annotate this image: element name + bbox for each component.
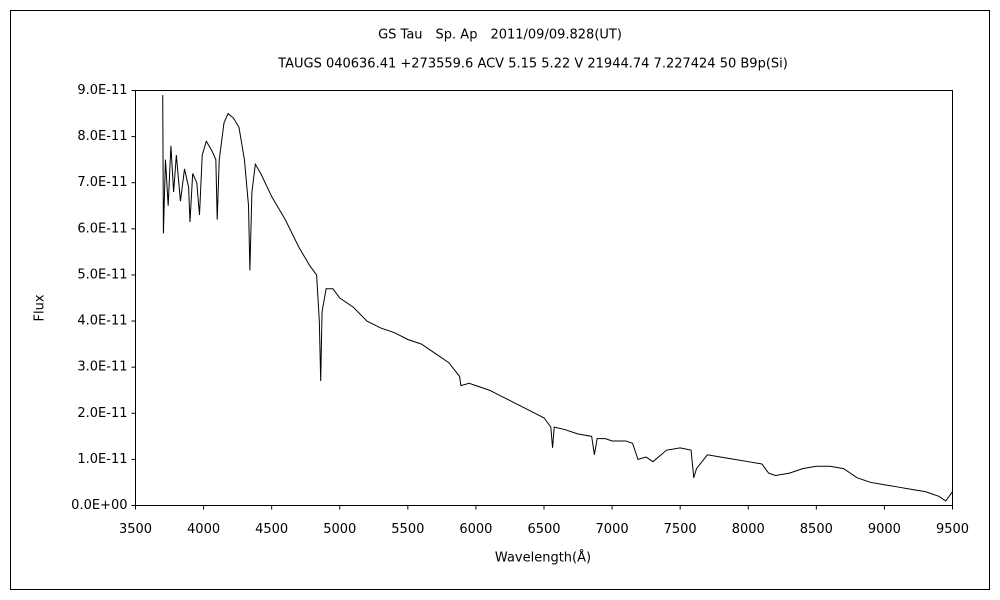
x-tick-label: 7500	[664, 522, 697, 537]
x-tick-label: 4500	[255, 522, 288, 537]
y-axis-label: Flux	[33, 294, 48, 321]
x-tick-label: 4000	[187, 522, 220, 537]
y-tick-label: 5.0E-11	[77, 267, 127, 282]
y-tick-label: 6.0E-11	[77, 221, 127, 236]
x-tick-label: 9000	[868, 522, 901, 537]
x-tick-label: 8500	[800, 522, 833, 537]
y-tick-label: 9.0E-11	[77, 83, 127, 98]
x-tick-label: 6000	[459, 522, 492, 537]
x-axis-label: Wavelength(Å)	[495, 550, 591, 566]
x-tick-label: 7000	[596, 522, 629, 537]
outer-frame	[10, 10, 990, 590]
chart-title: GS Tau Sp. Ap 2011/09/09.828(UT)	[378, 28, 622, 43]
chart-subtitle: TAUGS 040636.41 +273559.6 ACV 5.15 5.22 …	[277, 57, 788, 72]
x-tick-label: 8000	[732, 522, 765, 537]
x-tick-label: 5500	[391, 522, 424, 537]
y-tick-label: 0.0E+00	[71, 498, 127, 513]
plot-area	[135, 90, 953, 506]
y-tick-label: 8.0E-11	[77, 129, 127, 144]
x-tick-label: 3500	[119, 522, 152, 537]
y-tick-label: 1.0E-11	[77, 452, 127, 467]
x-tick-label: 9500	[936, 522, 969, 537]
y-tick-label: 7.0E-11	[77, 175, 127, 190]
y-tick-label: 4.0E-11	[77, 314, 127, 329]
y-tick-label: 3.0E-11	[77, 360, 127, 375]
y-tick-label: 2.0E-11	[77, 406, 127, 421]
spectrum-line	[162, 95, 953, 502]
x-tick-label: 5000	[323, 522, 356, 537]
x-tick-label: 6500	[527, 522, 560, 537]
